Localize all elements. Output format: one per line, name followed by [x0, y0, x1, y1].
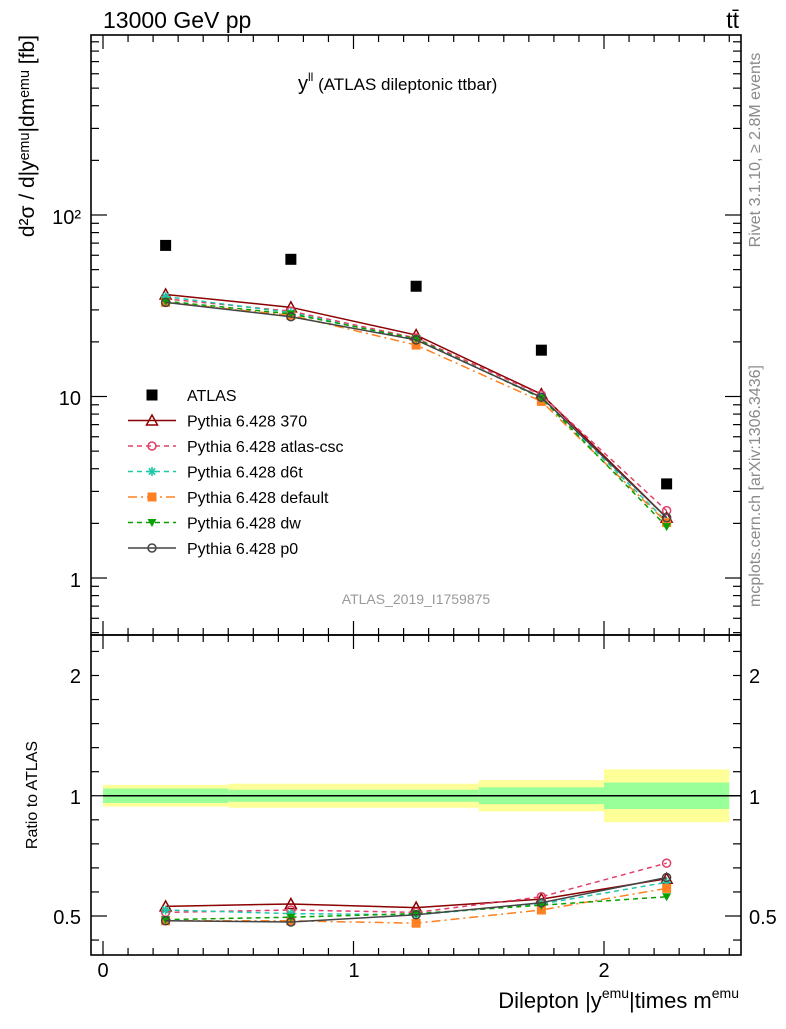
ratio-series-line-5 [165, 876, 667, 923]
legend-label-2: Pythia 6.428 atlas-csc [187, 439, 344, 456]
legend-label-4: Pythia 6.428 default [187, 490, 329, 507]
y-tick-label-10: 10 [59, 388, 81, 410]
legend-entry-6: Pythia 6.428 p0 [128, 541, 298, 558]
legend-marker-3 [147, 467, 157, 476]
ratio-axis-ticks [91, 635, 741, 955]
x-tick-label-0: 0 [97, 960, 108, 982]
ratio-panel: 0.5 1 2 0.5 1 2 0 1 2 Ratio to ATLAS Dil… [24, 634, 777, 1013]
legend: ATLAS Pythia 6.428 370 Pythia 6.428 atlas-… [128, 388, 344, 558]
ratio-point-1-4 [661, 858, 672, 868]
plot-title: yll (ATLAS dileptonic ttbar) [298, 70, 497, 95]
main-point-6-2 [411, 335, 421, 345]
ratio-y-tick-label-0.5: 0.5 [53, 907, 81, 929]
x-axis-label: Dilepton |yemu|times memu [498, 985, 739, 1013]
main-point-6-3 [536, 392, 547, 403]
main-series-line-6 [165, 301, 668, 519]
analysis-id: ATLAS_2019_I1759875 [342, 591, 491, 607]
ratio-point-3-4 [662, 883, 672, 893]
y-tick-label-100: 10² [52, 207, 81, 229]
ratio-series-layer [158, 858, 674, 928]
x-tick-label-2: 2 [598, 960, 609, 982]
ratio-series-line-2 [165, 881, 667, 916]
main-axis-ticks [91, 35, 741, 635]
main-point-5-1 [286, 310, 296, 319]
header-process: 13000 GeV pp [103, 7, 251, 33]
ratio-series-line-1 [165, 862, 667, 914]
legend-marker-2 [147, 441, 157, 451]
main-series-line-1 [165, 293, 668, 519]
ratio-y-axis-label: Ratio to ATLAS [24, 741, 41, 849]
ratio-point-5-3 [536, 898, 547, 908]
legend-marker-0 [146, 389, 158, 401]
main-y-axis-label: d²σ / d|yᵉᵐᵘ|dmᵉᵐᵘ [fb] [16, 35, 39, 237]
plot-title-rest: (ATLAS dileptonic ttbar) [313, 75, 497, 94]
main-series-2 [160, 294, 672, 516]
main-point-4-4 [662, 518, 672, 528]
legend-entry-4: Pythia 6.428 default [128, 490, 329, 507]
legend-entry-2: Pythia 6.428 atlas-csc [128, 439, 344, 456]
main-point-0-0 [160, 239, 172, 251]
ratio-uncertainty-bands [103, 769, 741, 823]
x-tick-label-1: 1 [348, 960, 359, 982]
legend-entry-1: Pythia 6.428 370 [128, 413, 307, 431]
ratio-point-5-4 [661, 872, 672, 883]
ratio-y-tick-label-right-1: 1 [749, 787, 760, 809]
legend-entry-3: Pythia 6.428 d6t [128, 465, 303, 482]
main-series-layer [158, 239, 674, 532]
legend-marker-5 [147, 519, 157, 527]
main-point-2-4 [661, 505, 672, 516]
header-final-state: tt̄ [726, 7, 739, 33]
main-series-1 [158, 287, 674, 523]
legend-label-5: Pythia 6.428 dw [187, 516, 301, 533]
main-point-5-4 [662, 523, 672, 532]
ratio-y-tick-label-right-0.5: 0.5 [749, 907, 777, 929]
ratio-point-2-0 [161, 905, 171, 915]
main-series-0 [160, 239, 673, 490]
x-axis-label-a: Dilepton |y [498, 988, 602, 1013]
plot-title-sup: ll [308, 70, 313, 84]
ratio-frame [90, 634, 742, 956]
mcplots-source: mcplots.cern.ch [arXiv:1306.3436] [747, 365, 764, 607]
ratio-point-5-0 [160, 916, 171, 926]
main-point-6-4 [661, 512, 672, 523]
x-axis-label-b-sup: emu [712, 985, 739, 1001]
main-panel: 1 10 10² d²σ / d|yᵉᵐᵘ|dmᵉᵐᵘ [fb] yll (AT… [16, 34, 742, 636]
legend-entry-0: ATLAS [146, 388, 237, 405]
legend-marker-4 [147, 492, 157, 502]
y-tick-label-1: 1 [70, 570, 81, 592]
plot-title-main: y [298, 73, 308, 95]
legend-entry-5: Pythia 6.428 dw [128, 516, 301, 533]
main-point-0-4 [661, 478, 673, 490]
legend-label-0: ATLAS [187, 388, 237, 405]
legend-label-6: Pythia 6.428 p0 [187, 541, 298, 558]
legend-label-1: Pythia 6.428 370 [187, 414, 307, 431]
ratio-series-5 [160, 872, 672, 927]
main-point-6-1 [286, 312, 296, 322]
ratio-series-line-4 [165, 896, 667, 921]
ratio-point-5-1 [286, 917, 296, 927]
ratio-point-3-2 [411, 918, 421, 928]
ratio-y-tick-label-right-2: 2 [749, 666, 760, 688]
main-point-0-3 [535, 344, 547, 356]
rivet-version: Rivet 3.1.10, ≥ 2.8M events [747, 53, 764, 248]
x-axis-label-b: |times m [629, 988, 712, 1013]
ratio-y-tick-label-2: 2 [70, 666, 81, 688]
main-point-0-1 [285, 253, 297, 265]
x-axis-label-a-sup: emu [602, 985, 629, 1001]
ratio-point-3-3 [536, 905, 546, 915]
legend-marker-1 [145, 413, 159, 426]
ratio-y-tick-label-1: 1 [70, 787, 81, 809]
ratio-point-5-2 [411, 910, 421, 920]
main-point-6-0 [160, 297, 171, 308]
main-point-4-2 [411, 340, 421, 350]
main-series-6 [160, 297, 672, 523]
ratio-point-0-1 [284, 896, 298, 910]
ratio-point-4-4 [662, 893, 672, 902]
legend-label-3: Pythia 6.428 d6t [187, 465, 303, 482]
legend-marker-6 [147, 543, 157, 553]
ratio-series-1 [160, 858, 672, 918]
main-point-0-2 [410, 280, 422, 292]
ratio-series-line-0 [165, 877, 667, 909]
